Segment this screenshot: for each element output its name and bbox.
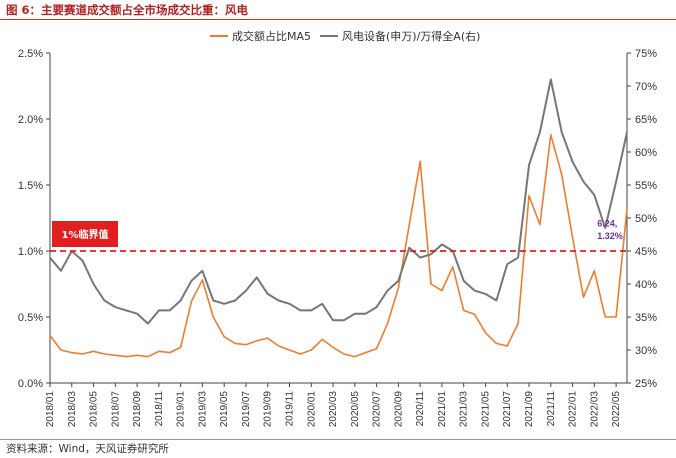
left-tick-label: 1.5%: [18, 180, 43, 192]
right-tick-label: 55%: [635, 180, 657, 192]
left-tick-label: 2.0%: [18, 114, 43, 126]
right-tick-label: 60%: [635, 147, 657, 159]
x-tick-label: 2018/11: [154, 391, 165, 427]
x-tick-label: 2021/03: [459, 391, 470, 428]
series-line-wind-ratio: [49, 78, 628, 325]
x-tick-label: 2021/05: [480, 391, 491, 428]
point-annotation: 1.32%: [597, 231, 623, 241]
legend-label: 风电设备(申万)/万得全A(右): [342, 29, 480, 43]
x-tick-label: 2020/09: [393, 391, 404, 428]
x-tick-label: 2018/01: [45, 391, 56, 428]
x-tick-label: 2019/03: [197, 391, 208, 428]
x-tick-label: 2018/03: [67, 391, 78, 428]
legend-label: 成交额占比MA5: [232, 29, 311, 43]
x-tick-label: 2020/07: [372, 391, 383, 428]
left-tick-label: 2.5%: [18, 48, 43, 60]
x-tick-label: 2018/07: [110, 391, 121, 428]
left-tick-label: 0.5%: [18, 312, 43, 324]
x-tick-label: 2019/09: [263, 391, 274, 428]
left-tick-label: 1.0%: [18, 246, 43, 258]
threshold-label: 1%临界值: [62, 228, 109, 241]
right-tick-label: 65%: [635, 114, 657, 126]
figure-title: 图 6：主要赛道成交额占全市场成交比重：风电: [6, 3, 249, 17]
x-tick-label: 2019/11: [285, 391, 296, 427]
x-tick-label: 2021/09: [524, 391, 535, 428]
right-tick-label: 35%: [635, 312, 657, 324]
x-tick-label: 2018/05: [89, 391, 100, 428]
x-tick-label: 2022/05: [611, 391, 622, 428]
right-tick-label: 45%: [635, 246, 657, 258]
source-note: 资料来源：Wind，天风证券研究所: [6, 443, 169, 455]
x-tick-label: 2020/05: [350, 391, 361, 428]
right-tick-label: 40%: [635, 279, 657, 291]
x-tick-label: 2021/07: [502, 391, 513, 428]
footer-rule: [0, 439, 676, 440]
series-line-share-ma5: [49, 134, 628, 358]
threshold-label-box: [52, 221, 118, 247]
right-tick-label: 25%: [635, 378, 657, 390]
x-tick-label: 2021/01: [437, 391, 448, 428]
x-tick-label: 2020/01: [306, 391, 317, 428]
left-tick-label: 0.0%: [18, 378, 43, 390]
right-tick-label: 50%: [635, 213, 657, 225]
x-tick-label: 2022/03: [589, 391, 600, 428]
line-chart: 0.0% 0.5% 1.0% 1.5% 2.0% 2.5% 25% 30% 35% 40% 45% 5…: [18, 29, 657, 428]
x-tick-label: 2020/11: [415, 391, 426, 427]
right-tick-label: 75%: [635, 48, 657, 60]
x-tick-label: 2019/07: [241, 391, 252, 428]
point-annotation: 6.24,: [597, 219, 617, 229]
title-rule: [0, 19, 676, 20]
right-tick-label: 70%: [635, 81, 657, 93]
x-tick-label: 2019/01: [176, 391, 187, 428]
x-tick-label: 2020/03: [328, 391, 339, 428]
x-tick-label: 2018/09: [132, 391, 143, 428]
right-tick-label: 30%: [635, 345, 657, 357]
x-tick-label: 2019/05: [219, 391, 230, 428]
x-tick-label: 2022/01: [568, 391, 579, 428]
x-tick-label: 2021/11: [546, 391, 557, 427]
